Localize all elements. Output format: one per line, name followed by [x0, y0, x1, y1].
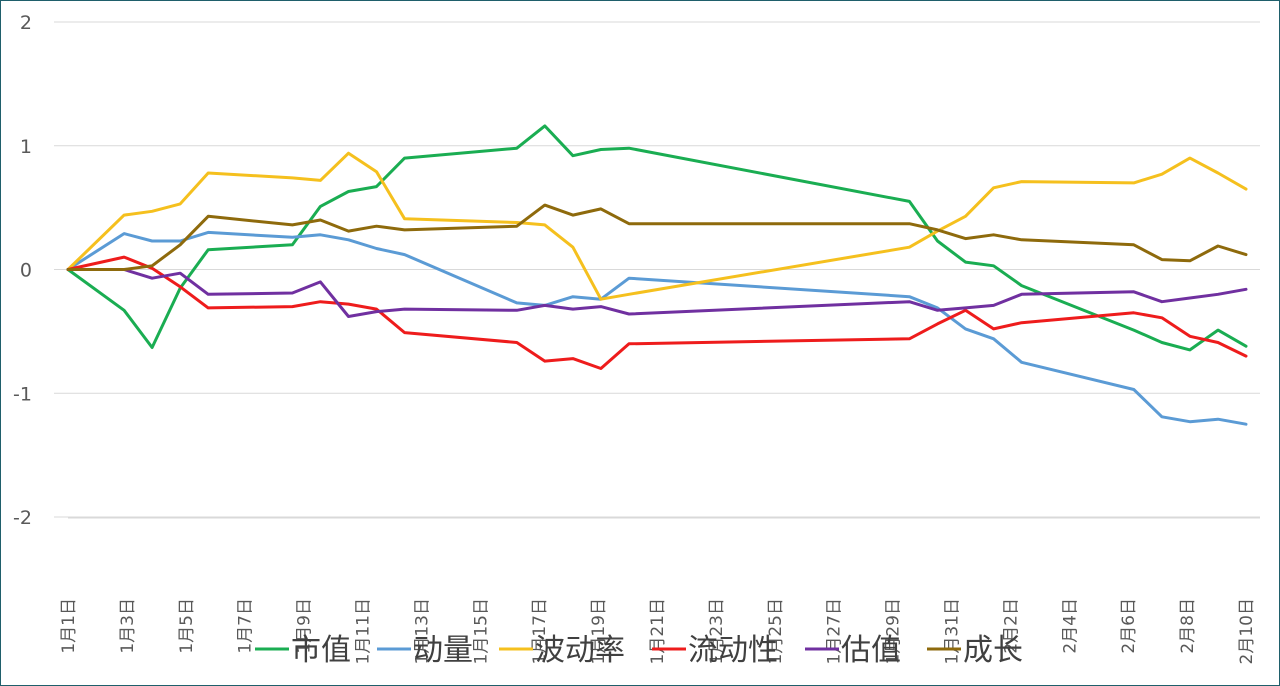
- legend-label-5: 成长: [963, 633, 1023, 668]
- y-tick-label: 1: [20, 136, 32, 158]
- x-tick-label: 1月17日: [530, 598, 550, 664]
- y-tick-label: 2: [20, 12, 32, 34]
- series-line-4: [66, 268, 1248, 318]
- legend-label-4: 估值: [841, 633, 901, 668]
- series-line-1: [66, 230, 1248, 426]
- x-tick-label: 2月6日: [1119, 598, 1139, 654]
- x-tick-label: 1月31日: [943, 598, 963, 664]
- legend-label-3: 流动性: [688, 633, 778, 668]
- x-tick-label: 2月10日: [1237, 598, 1257, 664]
- y-axis-ticks: 2 1 0 -1 -2: [13, 12, 32, 529]
- y-tick-label: 0: [20, 260, 32, 282]
- y-tick-label: -1: [13, 383, 32, 405]
- x-tick-label: 1月23日: [707, 598, 727, 664]
- legend-label-1: 动量: [413, 633, 473, 668]
- x-tick-label: 1月15日: [471, 598, 491, 664]
- x-tick-label: 1月5日: [177, 598, 197, 654]
- x-tick-label: 1月7日: [236, 598, 256, 654]
- x-tick-label: 1月11日: [354, 598, 374, 664]
- series-line-2: [66, 151, 1248, 301]
- x-tick-label: 2月8日: [1178, 598, 1198, 654]
- x-tick-label: 1月1日: [59, 598, 79, 654]
- x-tick-label: 2月2日: [1001, 598, 1021, 654]
- x-axis-ticks: 1月1日 1月3日 1月5日 1月7日 1月9日 1月11日 1月13日 1月15日 1月17日…: [59, 517, 1260, 664]
- series-line-3: [66, 255, 1248, 370]
- x-tick-label: 1月13日: [412, 598, 432, 664]
- legend: 市值 动量 波动率 流动性 估值 成长: [255, 633, 1023, 668]
- gridlines: [54, 21, 1260, 518]
- x-tick-label: 1月21日: [648, 598, 668, 664]
- x-tick-label: 1月19日: [589, 598, 609, 664]
- x-tick-label: 1月3日: [118, 598, 138, 654]
- x-tick-label: 1月25日: [766, 598, 786, 664]
- y-tick-label: -2: [13, 507, 32, 529]
- series-line-5: [66, 203, 1248, 271]
- series-lines: [66, 124, 1248, 426]
- x-tick-label: 1月29日: [884, 598, 904, 664]
- legend-label-2: 波动率: [535, 633, 625, 668]
- x-tick-label: 1月9日: [295, 598, 315, 654]
- legend-label-0: 市值: [291, 633, 351, 668]
- series-line-0: [66, 124, 1248, 352]
- x-tick-label: 2月4日: [1060, 598, 1080, 654]
